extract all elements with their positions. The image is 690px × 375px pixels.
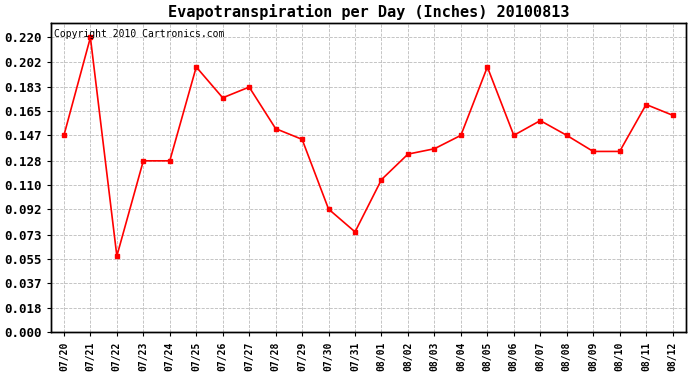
Title: Evapotranspiration per Day (Inches) 20100813: Evapotranspiration per Day (Inches) 2010… bbox=[168, 4, 569, 20]
Text: Copyright 2010 Cartronics.com: Copyright 2010 Cartronics.com bbox=[54, 29, 224, 39]
